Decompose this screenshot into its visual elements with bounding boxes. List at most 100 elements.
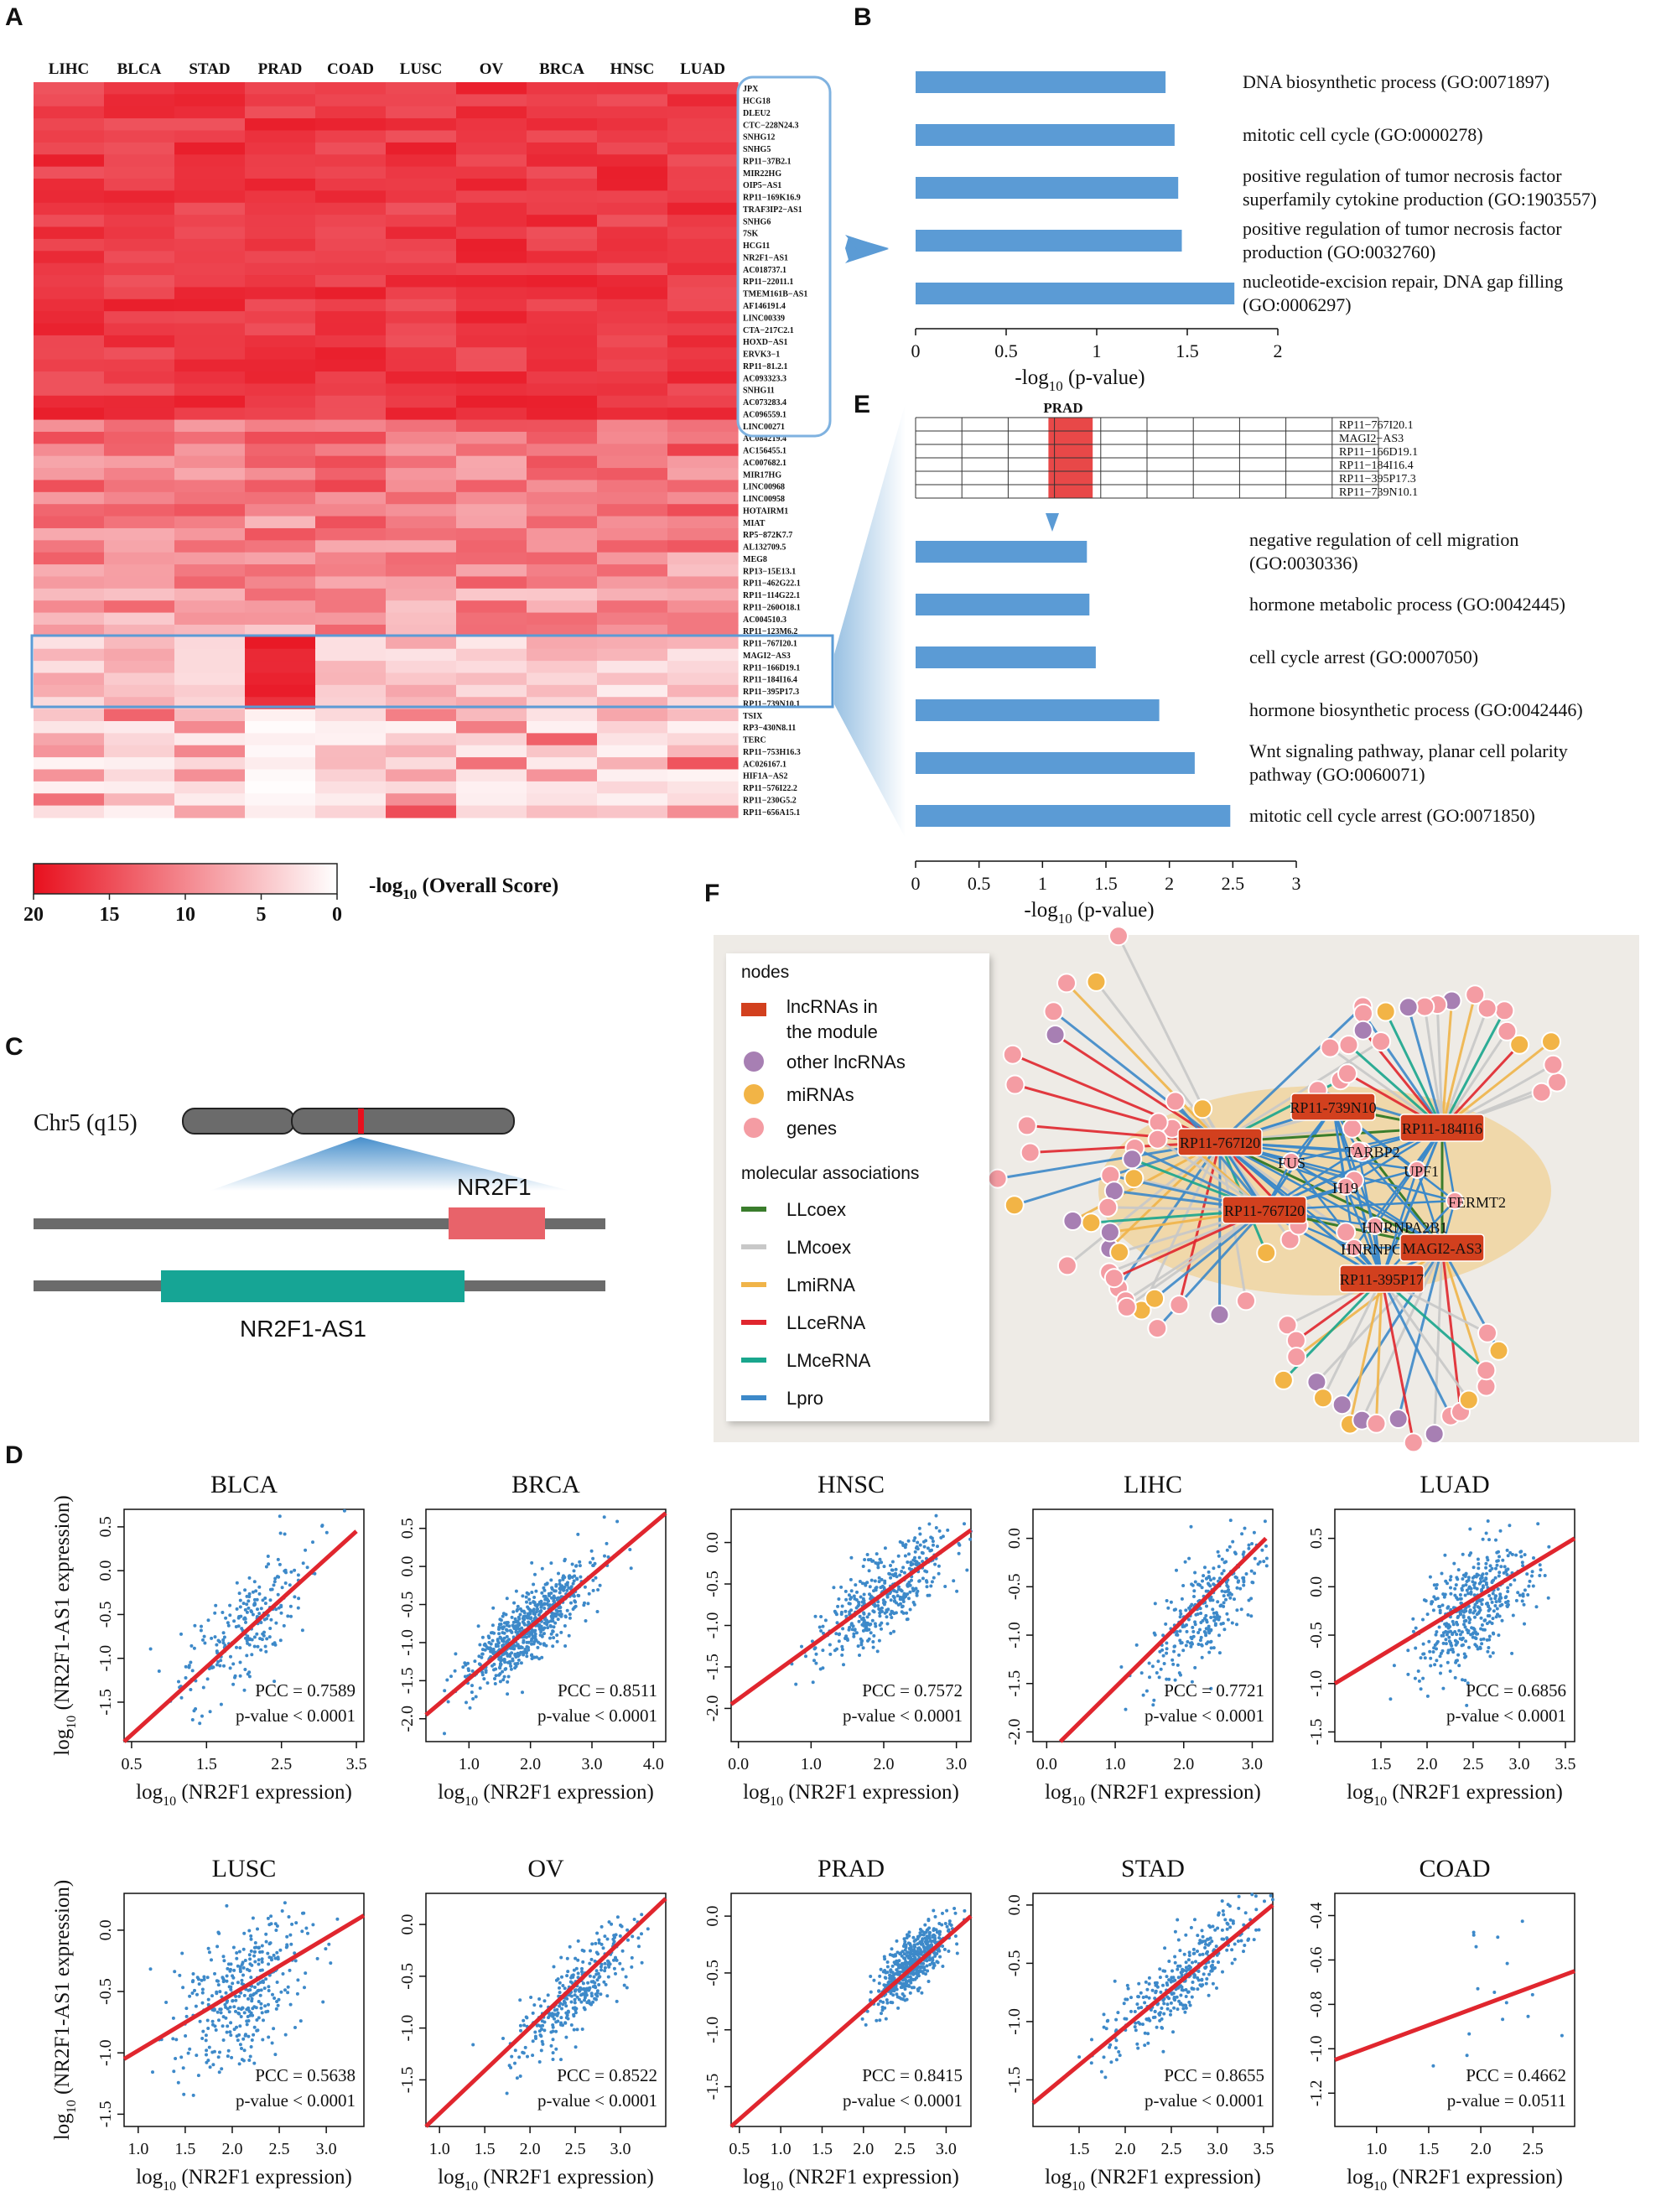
heatmap-cell bbox=[386, 238, 457, 252]
scatter-point bbox=[268, 1627, 273, 1630]
scatter-point bbox=[1191, 1625, 1195, 1629]
heatmap-cell bbox=[527, 636, 598, 650]
scatter-point bbox=[229, 1654, 232, 1659]
scatter-point bbox=[228, 1666, 232, 1670]
heatmap-cell bbox=[315, 661, 387, 674]
scatter-point bbox=[921, 1576, 925, 1581]
scatter-point bbox=[1191, 1629, 1196, 1633]
scatter-point bbox=[235, 2034, 239, 2038]
scatter-point bbox=[282, 1623, 286, 1628]
scatter-point bbox=[243, 1588, 247, 1592]
heatmap-cell bbox=[34, 82, 105, 95]
scatter-point bbox=[1247, 1546, 1251, 1550]
scatter-point bbox=[955, 1589, 959, 1593]
scatter-point bbox=[542, 1642, 546, 1646]
scatter-point bbox=[1485, 1571, 1488, 1576]
network-edge bbox=[1154, 1208, 1265, 1300]
scatter-point bbox=[927, 1931, 932, 1935]
heatmap-cell bbox=[597, 709, 668, 722]
scatter-point bbox=[202, 1975, 206, 1979]
heatmap-cell bbox=[667, 251, 739, 264]
mirna-node bbox=[1192, 1098, 1213, 1119]
network-edge bbox=[1117, 1141, 1222, 1289]
gene-node bbox=[1531, 1082, 1552, 1103]
scatter-point bbox=[555, 1633, 559, 1637]
gene-node bbox=[1338, 1035, 1359, 1056]
legend-nodes-title: nodes bbox=[741, 963, 789, 982]
scatter-point bbox=[554, 2020, 558, 2024]
scatter-point bbox=[240, 2047, 243, 2050]
scatter-point bbox=[513, 1617, 517, 1621]
heatmap-cell bbox=[667, 118, 739, 132]
y-tick-label: -0.5 bbox=[1005, 1950, 1024, 1977]
x-axis-title-part: (NR2F1 expression) bbox=[783, 2166, 959, 2189]
scatter-point bbox=[468, 1706, 472, 1710]
x-tick-label: 2.5 bbox=[271, 1755, 292, 1773]
scatter-point bbox=[1461, 1577, 1465, 1581]
x-tick-label: 1.0 bbox=[801, 1755, 822, 1773]
scatter-point bbox=[631, 1934, 635, 1939]
scatter-point bbox=[506, 1638, 510, 1643]
heatmap-cell bbox=[104, 588, 175, 601]
heatmap-cell bbox=[527, 94, 598, 107]
heatmap-cell bbox=[597, 552, 668, 565]
scatter-point bbox=[870, 1618, 875, 1623]
scatter-point bbox=[1167, 1960, 1171, 1963]
x-tick-label: 1 bbox=[1038, 873, 1047, 894]
scatter-point bbox=[1416, 1669, 1420, 1673]
heatmap-cell bbox=[456, 540, 527, 553]
scatter-point bbox=[1522, 1602, 1526, 1607]
scatter-point bbox=[210, 2019, 215, 2023]
scatter-point bbox=[1455, 1639, 1458, 1643]
heatmap-row-label: DLEU2 bbox=[743, 109, 771, 118]
scatter-point bbox=[1471, 1632, 1475, 1636]
scatter-point bbox=[206, 1946, 210, 1950]
heatmap-cell bbox=[386, 226, 457, 240]
scatter-point bbox=[231, 1945, 236, 1950]
scatter-point bbox=[524, 1595, 528, 1599]
scatter-point bbox=[832, 1586, 836, 1590]
scatter-point bbox=[580, 2028, 584, 2031]
scatter-point bbox=[1208, 1936, 1212, 1940]
panel-c-gene-locus: Chr5 (q15) NR2F1 NR2F1-AS1 bbox=[34, 1108, 605, 1342]
x-axis-title-part: (NR2F1 expression) bbox=[1085, 1781, 1261, 1804]
hub-gene-label: HNRNPA2B1 bbox=[1362, 1219, 1447, 1236]
scatter-point bbox=[1226, 1922, 1230, 1926]
heatmap-row-label: RP11−656A15.1 bbox=[743, 808, 800, 818]
scatter-point bbox=[539, 2048, 543, 2053]
heatmap-cell bbox=[315, 371, 387, 385]
heatmap-cell bbox=[527, 540, 598, 553]
scatter-point bbox=[1449, 1586, 1452, 1590]
scatter-point bbox=[1451, 1619, 1455, 1623]
scatter-point bbox=[1144, 1980, 1148, 1984]
scatter-point bbox=[599, 1992, 603, 1997]
scatter-point bbox=[542, 1999, 547, 2003]
scatter-point bbox=[532, 1655, 536, 1659]
scatter-point bbox=[296, 1978, 300, 1982]
heatmap-cell bbox=[456, 745, 527, 758]
scatter-point bbox=[1440, 1603, 1445, 1607]
heatmap-cell bbox=[597, 130, 668, 143]
scatter-point bbox=[1170, 1976, 1174, 1980]
scatter-point bbox=[164, 2001, 169, 2004]
scatter-point bbox=[1497, 1574, 1501, 1578]
enrichment-term-label: (GO:0006297) bbox=[1243, 294, 1352, 315]
scatter-point bbox=[601, 1946, 605, 1950]
gene-node bbox=[1147, 1318, 1168, 1339]
heatmap-cell bbox=[386, 275, 457, 288]
x-axis-title-sub: 10 bbox=[770, 2179, 783, 2194]
hub-gene-label: H19 bbox=[1332, 1180, 1358, 1197]
heatmap-cell bbox=[456, 190, 527, 204]
heatmap-cell bbox=[315, 684, 387, 698]
scatter-point bbox=[1498, 1529, 1503, 1533]
gene-node bbox=[1477, 1322, 1497, 1343]
scatter-point bbox=[1119, 1665, 1124, 1669]
heatmap-cell bbox=[245, 251, 316, 264]
scatter-point bbox=[1250, 1542, 1254, 1545]
scatter-point bbox=[1172, 2006, 1176, 2010]
scatter-point bbox=[1477, 1562, 1481, 1566]
heatmap-cell bbox=[245, 612, 316, 626]
network-edge bbox=[1380, 1278, 1415, 1443]
scatter-point bbox=[1192, 1595, 1196, 1598]
heatmap-cell bbox=[315, 142, 387, 155]
